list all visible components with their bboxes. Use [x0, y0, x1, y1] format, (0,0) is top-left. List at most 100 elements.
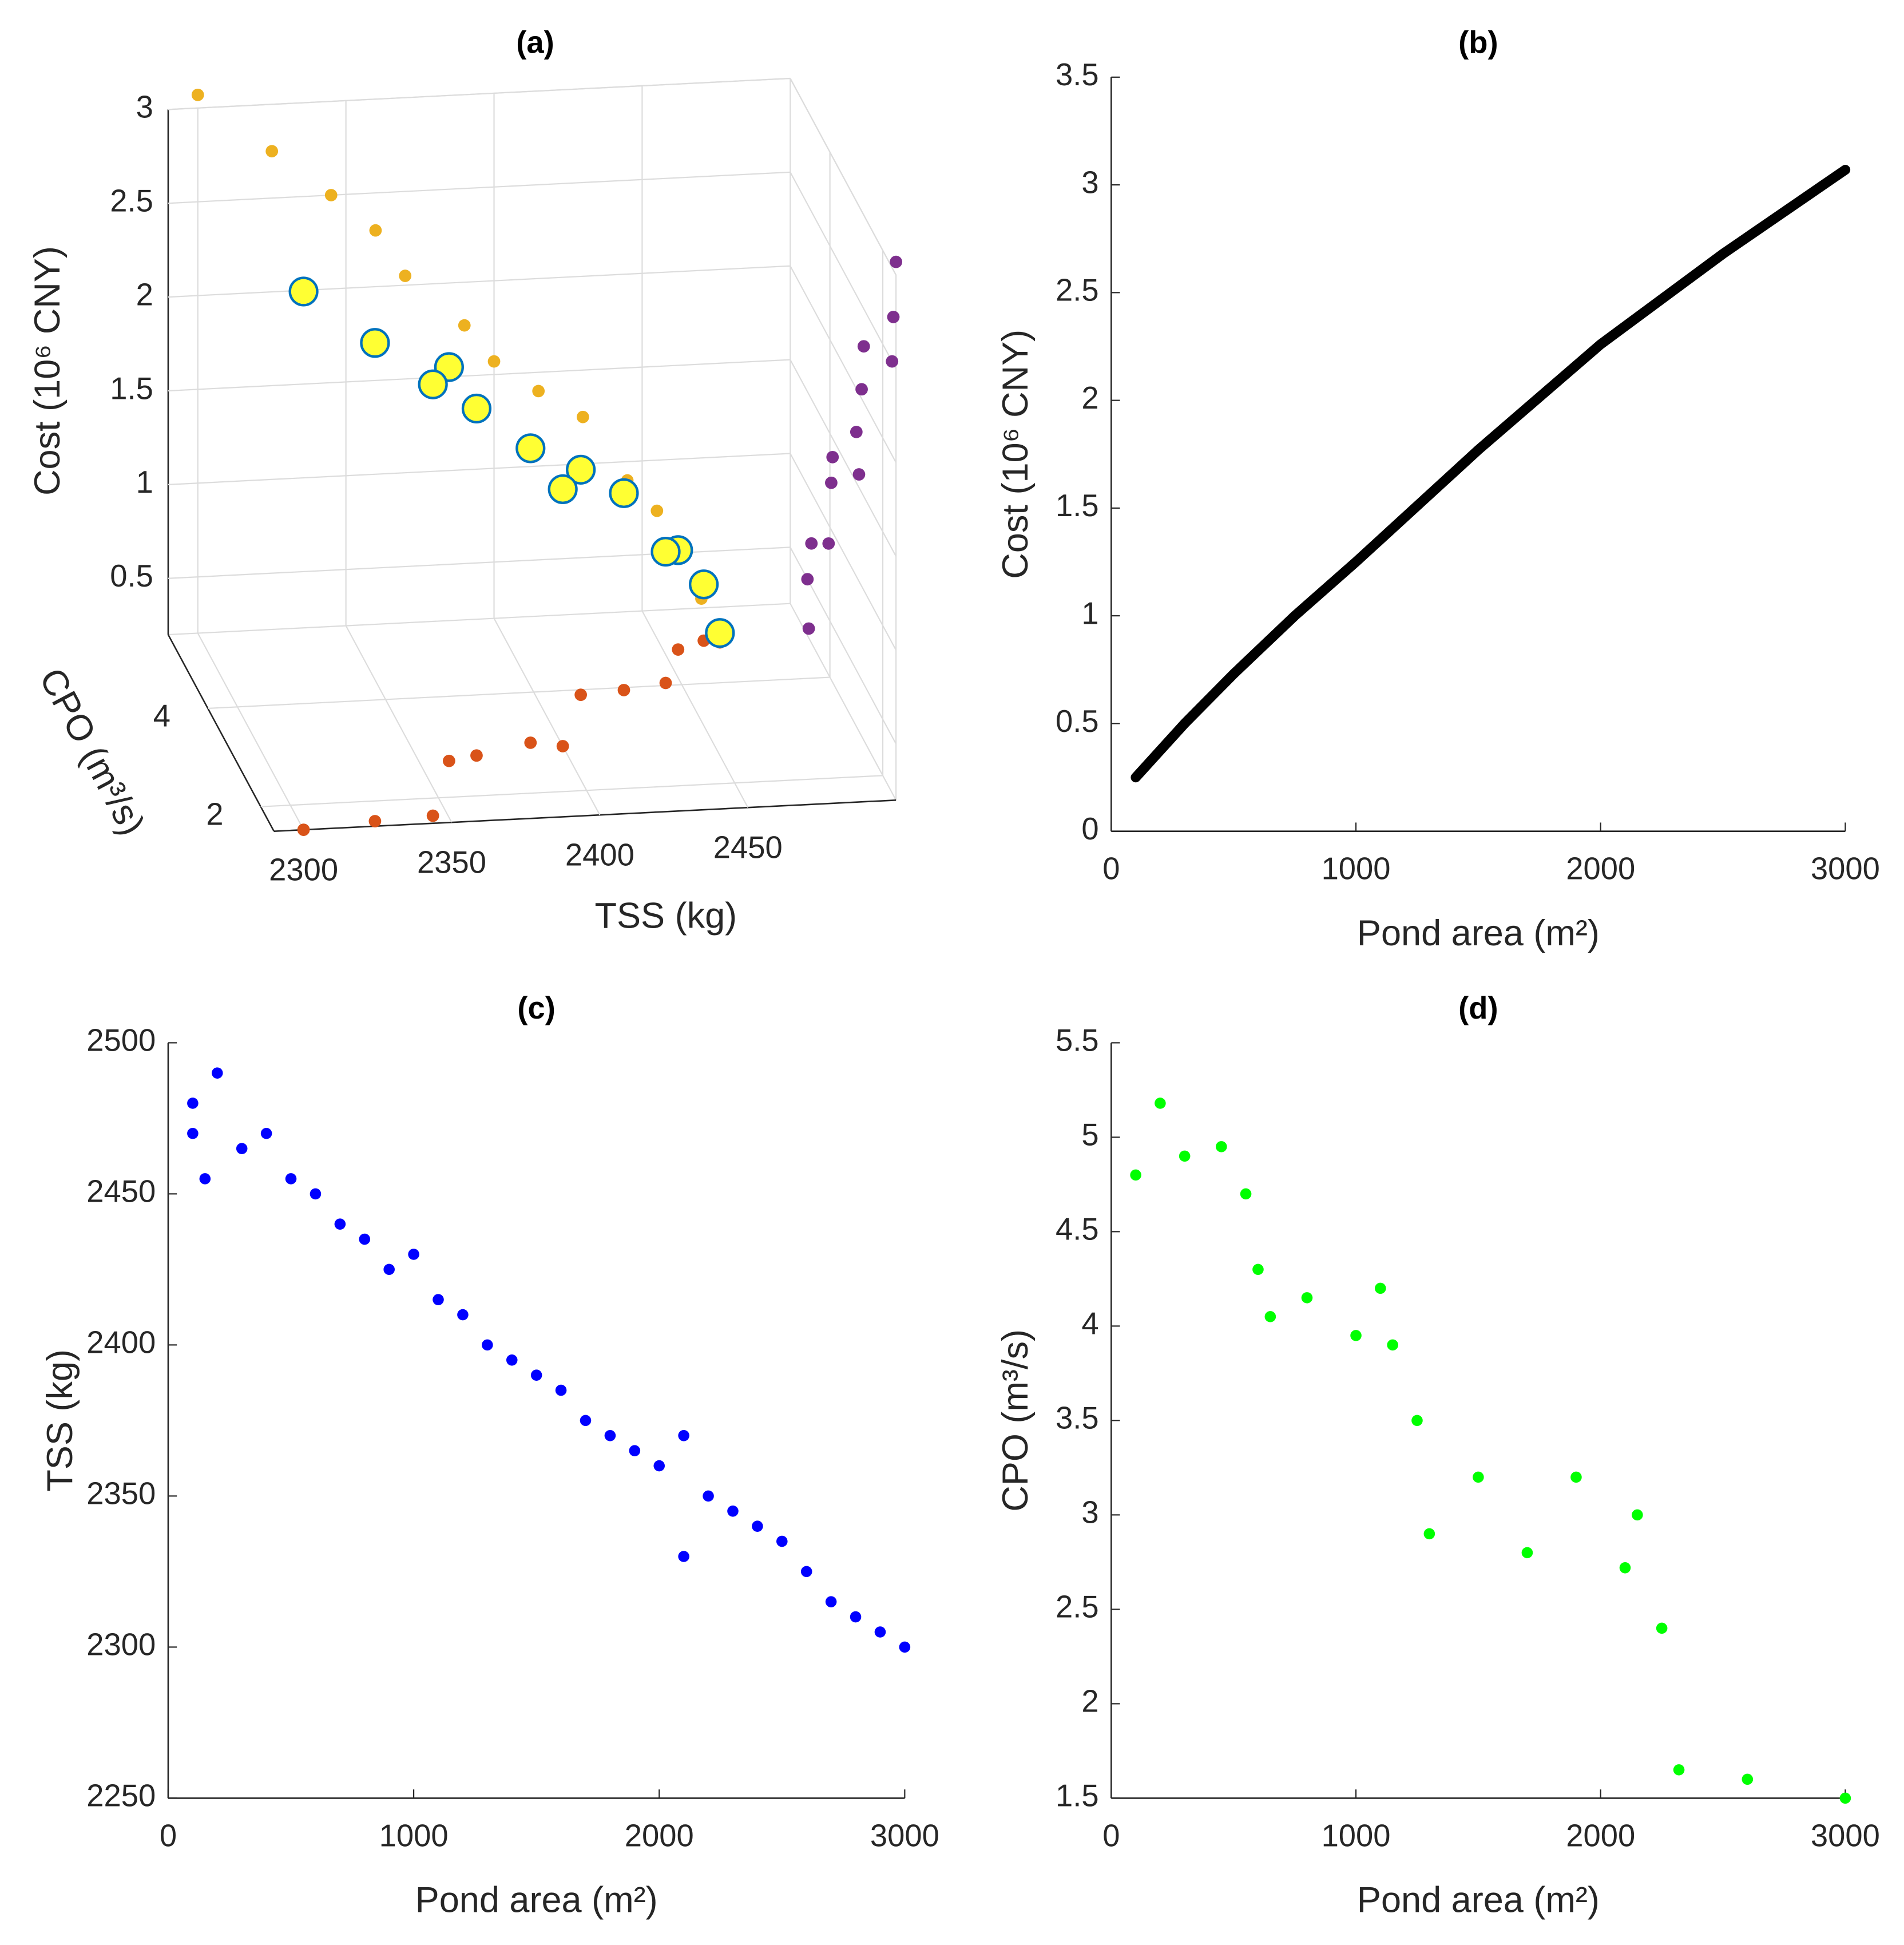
- chart-title: (d): [1458, 991, 1498, 1025]
- x-tick-label: 0: [160, 1818, 177, 1853]
- projection-point: [524, 736, 537, 749]
- projection-point: [487, 355, 501, 368]
- y-tick-label: 2250: [86, 1778, 156, 1813]
- projection-point: [369, 224, 382, 237]
- y-tick-label: 1.5: [1056, 488, 1099, 523]
- data-point: [1155, 1098, 1166, 1109]
- data-point: [689, 569, 719, 600]
- projection-point: [887, 311, 900, 323]
- data-point: [212, 1067, 223, 1079]
- grid-line: [790, 453, 897, 651]
- grid-line: [790, 359, 897, 557]
- z-tick-label: 3: [136, 90, 153, 125]
- projection-point: [426, 809, 439, 822]
- projection-point: [556, 740, 569, 752]
- x-tick-label: 3000: [1811, 1818, 1880, 1853]
- data-point: [1423, 1528, 1435, 1540]
- y-tick-label: 2.5: [1056, 1590, 1099, 1625]
- box-edge: [790, 603, 897, 801]
- z-tick-label: 2.5: [110, 184, 153, 219]
- grid-line: [168, 453, 791, 485]
- data-point: [555, 1384, 567, 1396]
- projection-point: [826, 450, 839, 464]
- data-point: [383, 1263, 395, 1275]
- data-point: [408, 1249, 419, 1260]
- data-point: [850, 1611, 862, 1623]
- x-tick-label: 2000: [1566, 851, 1635, 886]
- data-point: [899, 1641, 911, 1653]
- grid-line: [790, 266, 897, 463]
- data-point: [653, 1460, 665, 1472]
- z-tick-label: 1.5: [110, 371, 153, 406]
- x-tick-label: 0: [1102, 1818, 1120, 1853]
- data-point: [727, 1505, 739, 1517]
- data-point: [1350, 1330, 1362, 1341]
- projection-point: [368, 815, 382, 827]
- y-tick-label: 3: [1081, 1495, 1098, 1530]
- y-tick-label: 2: [1081, 1684, 1098, 1719]
- y-tick-label: 2: [1081, 381, 1098, 415]
- data-point: [874, 1626, 886, 1638]
- y-tick-label: 4: [1081, 1306, 1098, 1341]
- x-tick-label: 1000: [379, 1818, 449, 1853]
- projection-point: [802, 622, 815, 635]
- data-point: [705, 618, 735, 648]
- data-point: [288, 276, 319, 307]
- y-tick-label: 2300: [86, 1627, 156, 1662]
- data-point: [678, 1551, 689, 1562]
- x-tick-label: 1000: [1322, 1818, 1391, 1853]
- data-point: [482, 1339, 493, 1351]
- grid-line: [168, 265, 791, 298]
- projection-point: [470, 749, 483, 762]
- data-point: [1130, 1169, 1141, 1181]
- grid-line: [641, 611, 749, 808]
- data-point: [310, 1188, 322, 1200]
- projection-point: [850, 426, 863, 438]
- data-point: [1521, 1547, 1533, 1559]
- x-axis-label: Pond area (m²): [415, 1880, 658, 1920]
- data-point: [433, 1294, 444, 1305]
- data-point: [461, 393, 492, 424]
- data-point: [334, 1218, 346, 1230]
- projection-point: [855, 383, 868, 396]
- x-tick-label: 2000: [1566, 1818, 1635, 1853]
- x-axis-label: TSS (kg): [594, 896, 737, 936]
- projection-point: [458, 319, 471, 332]
- data-point: [1619, 1562, 1631, 1574]
- data-point: [1632, 1509, 1643, 1521]
- data-point: [580, 1415, 592, 1427]
- data-point: [604, 1429, 616, 1441]
- chart-title: (c): [517, 991, 555, 1025]
- grid-line: [260, 775, 883, 807]
- data-point: [548, 474, 578, 505]
- data-line: [1130, 165, 1851, 783]
- data-point: [1570, 1471, 1582, 1483]
- data-point: [1742, 1773, 1754, 1785]
- y-tick-label: 2.5: [1056, 273, 1099, 308]
- projection-point: [574, 688, 587, 702]
- data-point: [1301, 1292, 1313, 1304]
- data-point: [650, 536, 681, 567]
- projection-point: [805, 537, 818, 550]
- y-tick-label: 1: [1081, 596, 1098, 631]
- y-tick-label: 0: [1081, 811, 1098, 846]
- data-point: [800, 1566, 812, 1578]
- grid-line: [345, 625, 453, 823]
- y-tick-label: 1.5: [1056, 1778, 1099, 1813]
- projection-point: [650, 504, 664, 517]
- data-point: [825, 1596, 837, 1607]
- y-tick-label: 3.5: [1056, 57, 1099, 92]
- data-point: [752, 1520, 763, 1532]
- projection-point: [532, 385, 545, 398]
- projection-point: [825, 476, 838, 489]
- y-tick-label: 4: [153, 699, 170, 734]
- x-tick-label: 2350: [417, 845, 486, 880]
- x-tick-label: 3000: [1811, 851, 1880, 886]
- y-tick-label: 2: [206, 797, 223, 831]
- projection-point: [857, 340, 870, 353]
- projection-point: [443, 754, 455, 767]
- data-point: [1252, 1263, 1264, 1275]
- y-axis: [167, 634, 275, 832]
